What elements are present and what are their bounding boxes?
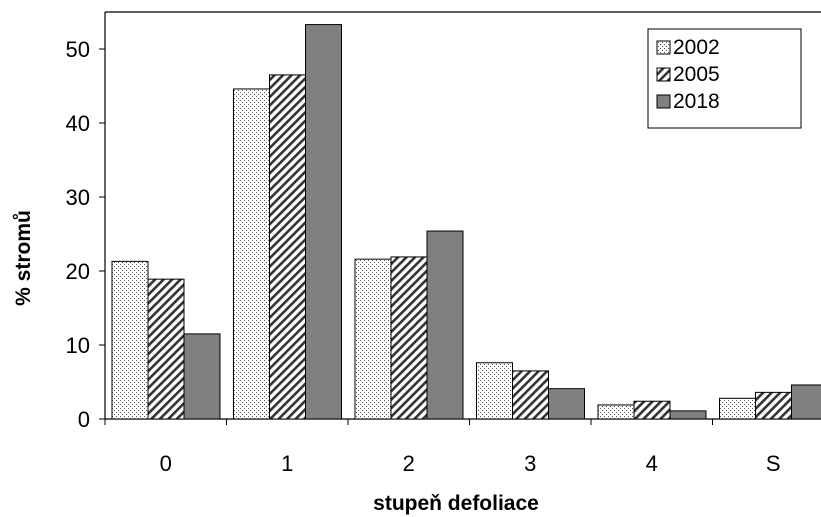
bar-2002-0	[111, 260, 149, 420]
legend: 2002 2005 2018	[647, 28, 802, 129]
bar-2005-2	[390, 256, 428, 420]
x-tick-label: 1	[281, 451, 293, 476]
bar-2005-0	[147, 278, 185, 420]
bars	[111, 24, 821, 420]
legend-label-2018: 2018	[673, 90, 720, 113]
x-tick-label: 2	[403, 451, 415, 476]
bar-2018-S	[791, 384, 821, 420]
legend-swatch-2002	[656, 40, 671, 55]
y-tick-label: 30	[66, 185, 90, 210]
bar-2002-1	[233, 88, 270, 420]
bar-2018-4	[669, 410, 707, 420]
bar-2018-1	[305, 24, 342, 420]
bar-2018-3	[548, 388, 585, 420]
x-tick-label: S	[766, 451, 781, 476]
bar-2002-2	[354, 258, 392, 420]
bar-2005-3	[512, 370, 549, 420]
y-tick-label: 10	[66, 333, 90, 358]
bar-2002-S	[719, 397, 756, 420]
y-tick-label: 0	[78, 407, 90, 432]
bar-2005-1	[269, 74, 306, 420]
axes: 0 10 20 30 40 50 0 1 2 3 4 S	[66, 11, 821, 476]
y-tick-label: 20	[66, 259, 90, 284]
bar-2018-0	[183, 333, 221, 420]
legend-box	[647, 28, 802, 129]
x-tick-label: 0	[160, 451, 172, 476]
bar-2005-S	[755, 391, 792, 420]
y-tick-label: 50	[66, 37, 90, 62]
legend-swatch-2018	[656, 94, 671, 109]
bar-2018-2	[426, 230, 464, 420]
legend-label-2005: 2005	[673, 63, 720, 86]
legend-label-2002: 2002	[673, 36, 720, 59]
bar-2002-3	[476, 362, 513, 420]
y-axis-title: % stromů	[12, 210, 35, 306]
bar-2005-4	[633, 400, 671, 420]
legend-swatch-2005	[656, 67, 671, 82]
x-tick-label: 3	[524, 451, 536, 476]
bar-2002-4	[597, 404, 635, 420]
x-axis-title: stupeň defoliace	[373, 492, 539, 515]
y-tick-label: 40	[66, 111, 90, 136]
x-tick-label: 4	[646, 451, 658, 476]
